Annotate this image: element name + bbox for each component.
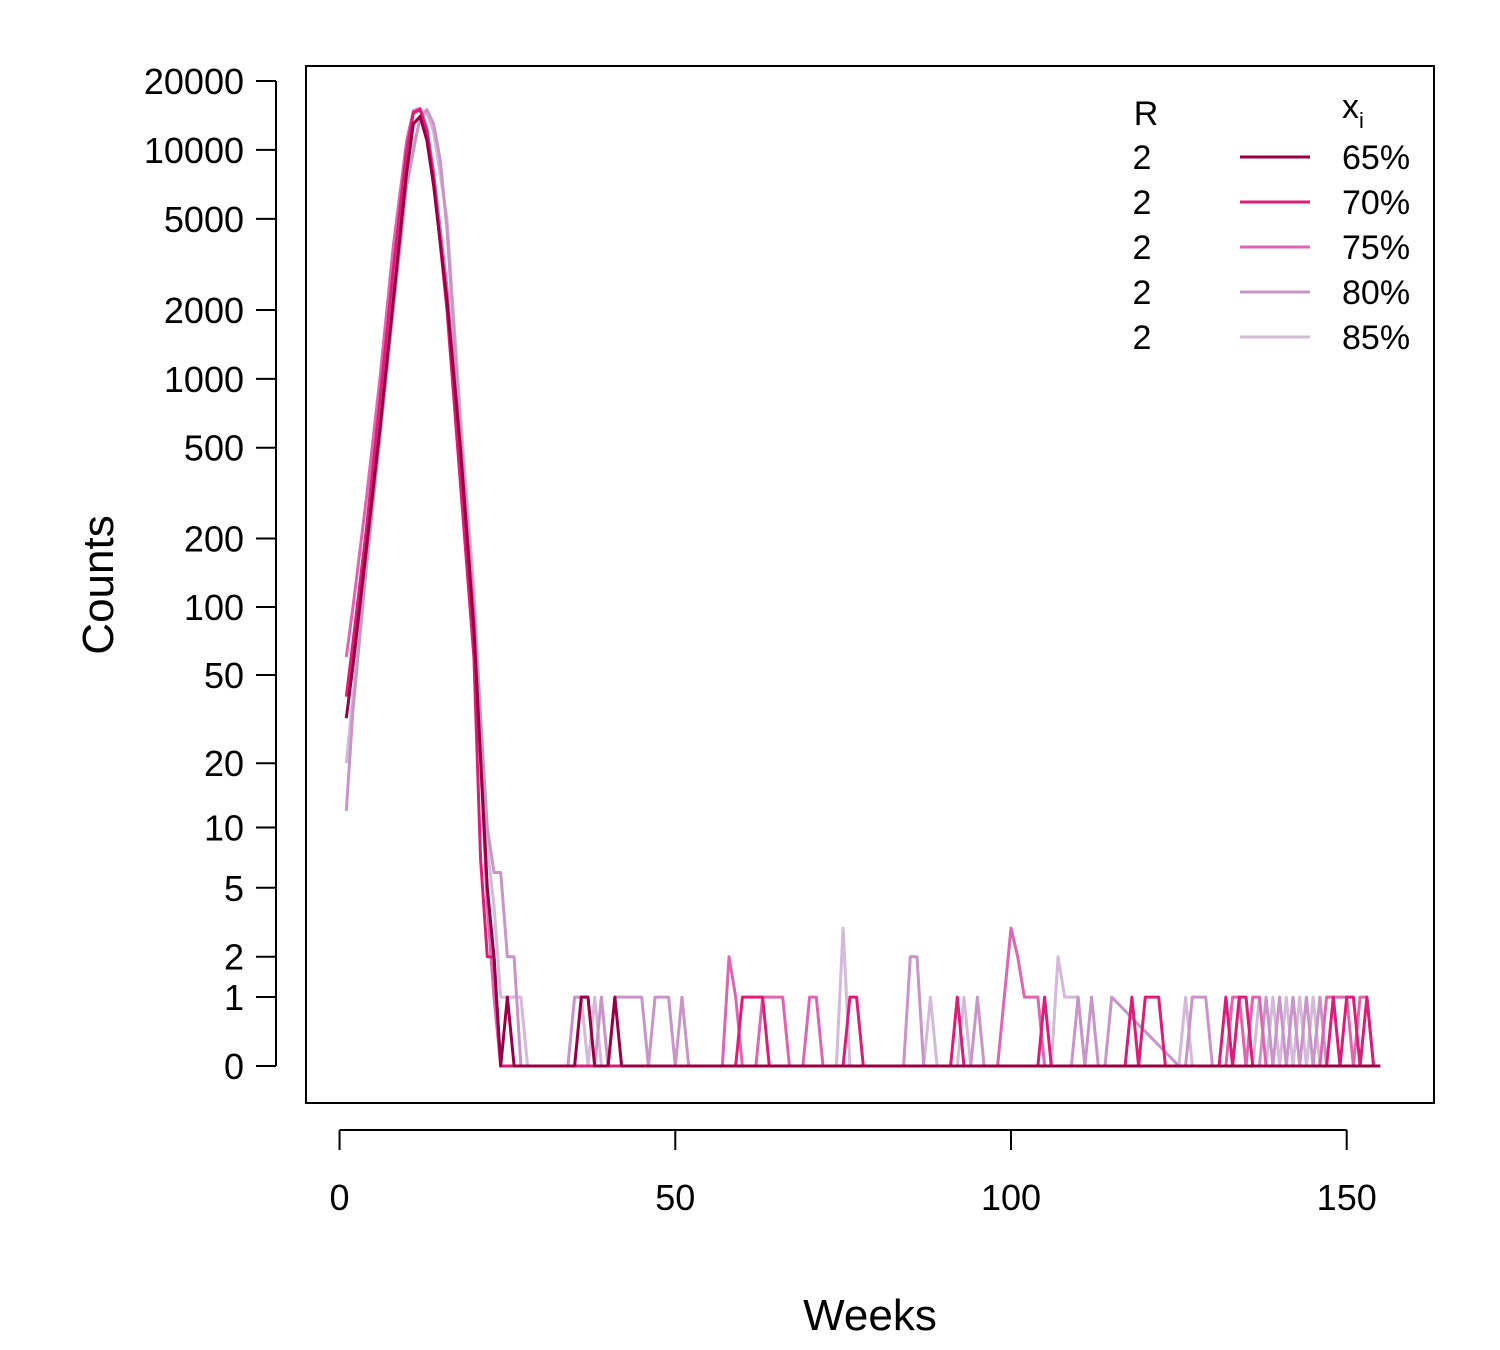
y-tick-label: 5 (224, 868, 244, 909)
legend-header-x-main: x (1342, 88, 1359, 126)
x-axis-title: Weeks (803, 1291, 937, 1340)
y-tick-label: 100 (184, 587, 244, 628)
legend-entry-r: 2 (1133, 319, 1152, 357)
y-tick-label: 50 (204, 655, 244, 696)
series-layer (344, 106, 1381, 1068)
series-line (344, 115, 1381, 1068)
legend-entry-r: 2 (1133, 184, 1152, 222)
y-tick-label: 500 (184, 428, 244, 469)
y-tick-label: 20000 (144, 61, 244, 102)
legend-entry-r: 2 (1133, 274, 1152, 312)
y-tick-label: 2 (224, 937, 244, 978)
y-axis: 0 12 5 10 20 50 100 200 500 1000 2000 5000 10000 2000… (144, 61, 277, 1087)
legend-header-x-sub: i (1359, 108, 1364, 133)
legend: R xi 2 65% 2 70% 2 75% 2 80% 2 85% (1133, 88, 1411, 357)
y-axis-title: Counts (74, 515, 123, 654)
y-tick-label: 10 (204, 808, 244, 849)
y-tick-label: 0 (224, 1046, 244, 1087)
x-tick-label: 100 (981, 1177, 1041, 1218)
series-line (344, 106, 1381, 1068)
x-tick-label: 150 (1317, 1177, 1377, 1218)
x-axis: 0 50 100 150 (330, 1129, 1377, 1218)
y-tick-label: 1 (224, 977, 244, 1018)
legend-entry-label: 80% (1342, 274, 1410, 312)
legend-entry-label: 85% (1342, 319, 1410, 357)
legend-entry-r: 2 (1133, 139, 1152, 177)
legend-header-r: R (1134, 95, 1159, 133)
x-tick-label: 50 (655, 1177, 695, 1218)
series-line (344, 108, 1381, 1068)
y-tick-label: 2000 (164, 290, 244, 331)
legend-header-x: xi (1342, 88, 1364, 133)
legend-entry-label: 70% (1342, 184, 1410, 222)
plot-frame (305, 65, 1435, 1104)
series-line (344, 111, 1381, 1068)
y-tick-label: 200 (184, 519, 244, 560)
legend-entry-label: 75% (1342, 229, 1410, 267)
legend-rows: 2 65% 2 70% 2 75% 2 80% 2 85% (1133, 139, 1411, 357)
series-line (344, 108, 1381, 1068)
y-tick-label: 5000 (164, 199, 244, 240)
legend-entry: 2 65% (1133, 139, 1411, 177)
legend-entry: 2 75% (1133, 229, 1411, 267)
legend-entry: 2 80% (1133, 274, 1411, 312)
y-tick-label: 10000 (144, 130, 244, 171)
legend-entry-label: 65% (1342, 139, 1410, 177)
legend-entry-r: 2 (1133, 229, 1152, 267)
y-tick-label: 20 (204, 743, 244, 784)
y-tick-label: 1000 (164, 359, 244, 400)
legend-entry: 2 85% (1133, 319, 1411, 357)
x-tick-label: 0 (330, 1177, 350, 1218)
legend-entry: 2 70% (1133, 184, 1411, 222)
